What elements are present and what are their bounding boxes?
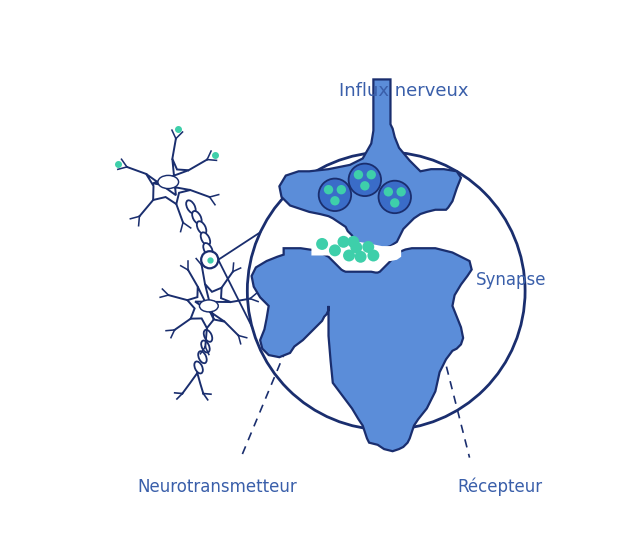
- Circle shape: [354, 251, 367, 263]
- Ellipse shape: [194, 361, 203, 374]
- Circle shape: [360, 181, 370, 190]
- Polygon shape: [187, 284, 231, 328]
- Ellipse shape: [186, 200, 196, 213]
- Circle shape: [316, 238, 328, 250]
- Circle shape: [384, 187, 393, 196]
- Circle shape: [351, 241, 362, 253]
- Circle shape: [349, 164, 381, 196]
- Circle shape: [362, 241, 374, 253]
- Ellipse shape: [204, 330, 212, 342]
- Text: Synapse: Synapse: [476, 271, 546, 289]
- Circle shape: [337, 185, 346, 194]
- Circle shape: [247, 152, 525, 430]
- Circle shape: [367, 170, 376, 179]
- Circle shape: [329, 244, 341, 256]
- Text: Influx nerveux: Influx nerveux: [338, 82, 468, 99]
- Circle shape: [343, 250, 355, 261]
- Circle shape: [379, 181, 411, 213]
- Ellipse shape: [158, 175, 179, 189]
- Circle shape: [367, 250, 379, 261]
- Circle shape: [397, 187, 406, 196]
- Polygon shape: [279, 79, 461, 248]
- Polygon shape: [251, 248, 472, 451]
- Ellipse shape: [201, 233, 210, 245]
- Circle shape: [347, 236, 360, 248]
- Circle shape: [319, 179, 351, 211]
- Circle shape: [338, 236, 349, 248]
- Text: Récepteur: Récepteur: [457, 478, 542, 496]
- Ellipse shape: [201, 341, 210, 352]
- Ellipse shape: [197, 221, 206, 234]
- Polygon shape: [146, 159, 190, 204]
- Ellipse shape: [198, 351, 206, 363]
- Text: Neurotransmetteur: Neurotransmetteur: [138, 478, 297, 496]
- Ellipse shape: [199, 300, 218, 312]
- Ellipse shape: [203, 243, 213, 256]
- Circle shape: [324, 185, 333, 194]
- Polygon shape: [312, 240, 401, 261]
- Circle shape: [390, 198, 399, 208]
- Circle shape: [201, 251, 218, 268]
- Ellipse shape: [192, 211, 202, 224]
- Circle shape: [354, 170, 363, 179]
- Circle shape: [330, 196, 340, 205]
